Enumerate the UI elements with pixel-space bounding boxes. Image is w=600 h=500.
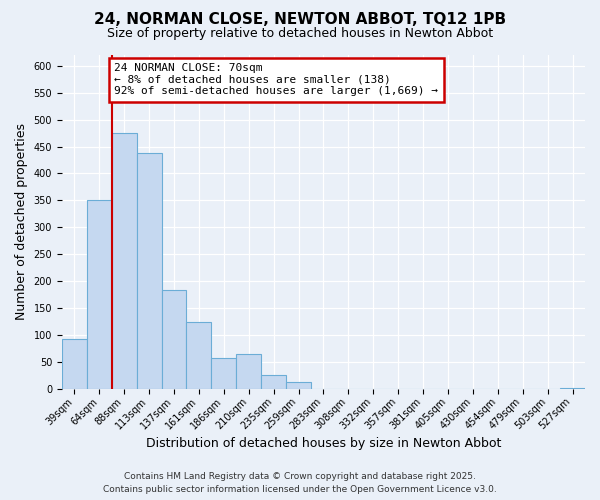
Text: Contains HM Land Registry data © Crown copyright and database right 2025.
Contai: Contains HM Land Registry data © Crown c… — [103, 472, 497, 494]
Text: 24 NORMAN CLOSE: 70sqm
← 8% of detached houses are smaller (138)
92% of semi-det: 24 NORMAN CLOSE: 70sqm ← 8% of detached … — [114, 63, 438, 96]
Bar — [62, 338, 87, 389]
Bar — [161, 290, 187, 389]
Bar — [137, 153, 161, 389]
Bar — [236, 354, 261, 389]
Text: Size of property relative to detached houses in Newton Abbot: Size of property relative to detached ho… — [107, 28, 493, 40]
Bar — [560, 388, 585, 389]
Bar — [187, 322, 211, 389]
Bar — [87, 200, 112, 389]
Bar — [211, 358, 236, 389]
X-axis label: Distribution of detached houses by size in Newton Abbot: Distribution of detached houses by size … — [146, 437, 501, 450]
Y-axis label: Number of detached properties: Number of detached properties — [15, 124, 28, 320]
Text: 24, NORMAN CLOSE, NEWTON ABBOT, TQ12 1PB: 24, NORMAN CLOSE, NEWTON ABBOT, TQ12 1PB — [94, 12, 506, 28]
Bar — [261, 376, 286, 389]
Bar — [286, 382, 311, 389]
Bar — [112, 133, 137, 389]
